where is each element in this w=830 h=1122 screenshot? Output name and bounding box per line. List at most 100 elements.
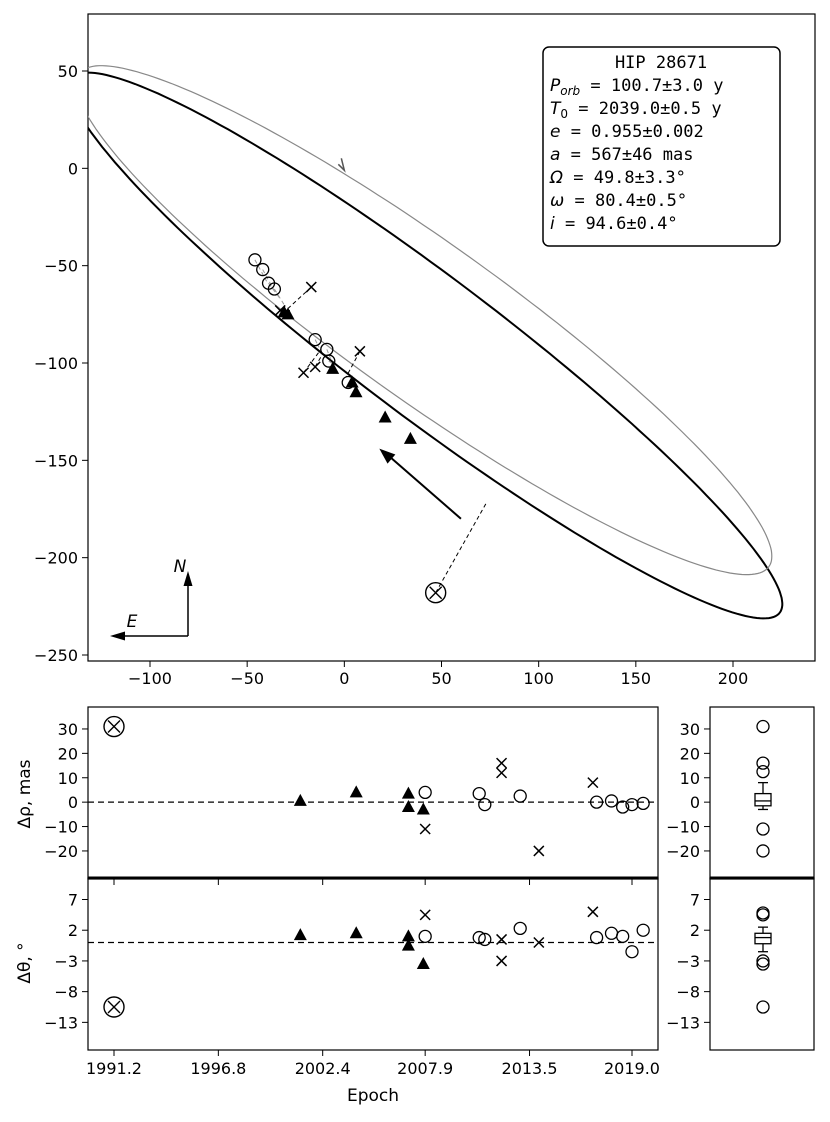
- theta-plot-area: [88, 906, 658, 1018]
- legend-value: = 49.8±3.3°: [563, 168, 686, 188]
- x-tick-label: 2007.9: [397, 1059, 453, 1078]
- legend-value: = 0.955±0.002: [560, 122, 703, 142]
- residual-point-cross: [419, 823, 431, 835]
- orbit-point-circle: [322, 354, 336, 368]
- residual-point-circle: [472, 786, 486, 801]
- orbit-axis-ticks: −100 −50 0 50 100 150 200 50 0 −50 −100 −150 −200 −25…: [34, 62, 748, 688]
- residual-point-triangle: [293, 928, 307, 941]
- x-tick-label: 2019.0: [604, 1059, 660, 1078]
- outlier-point: [756, 844, 770, 858]
- legend-value: = 94.6±0.4°: [555, 214, 678, 234]
- residual-point-triangle: [416, 957, 430, 969]
- theta-box-axis-ticks: 7 2 −3 −8 −13: [666, 891, 710, 1032]
- theta-axes-frame: [87, 877, 659, 1051]
- residual-point-triangle: [401, 786, 415, 799]
- y-tick-label: 2: [68, 921, 78, 940]
- y-tick-label: −20: [666, 842, 700, 861]
- residual-point-circle: [604, 926, 619, 940]
- orbit-point-circle: [267, 282, 282, 296]
- iqr-box: [754, 792, 772, 807]
- y-tick-label: 0: [690, 793, 700, 812]
- x-tick-label: 2013.5: [502, 1059, 558, 1078]
- y-tick-label: 20: [58, 744, 78, 763]
- y-tick-label: −20: [44, 842, 78, 861]
- orbit-point-triangle: [349, 385, 363, 398]
- orbit-point-cross: [297, 367, 310, 379]
- residual-point-cross: [496, 757, 508, 769]
- legend-row: T0 = 2039.0±0.5 y: [550, 99, 722, 121]
- residual-point-cross: [533, 936, 545, 949]
- legend-symbol: Ω: [549, 168, 563, 188]
- residual-point-circled-x-ring: [103, 715, 125, 738]
- y-tick-label: 7: [68, 891, 78, 910]
- residual-connector: [303, 349, 322, 374]
- legend-box: [542, 46, 781, 247]
- residual-point-triangle: [293, 793, 307, 806]
- y-tick-label: −10: [666, 818, 700, 837]
- y-tick-label: 10: [58, 769, 78, 788]
- residual-point-circled-x: [107, 720, 121, 734]
- theta-distribution-panel: 7 2 −3 −8 −13: [666, 877, 815, 1051]
- theta-box-plot-area: [754, 906, 772, 1014]
- rho-box-plot-area: [754, 719, 772, 858]
- rho-residuals-panel: 30 20 10 0 −10 −20 Δρ, mas: [15, 706, 659, 885]
- compass: N E: [110, 557, 193, 641]
- residual-point-circle: [478, 932, 492, 947]
- outlier-point: [756, 756, 770, 770]
- orbit-direction-chevron: [337, 158, 346, 173]
- residual-point-cross: [496, 767, 508, 779]
- legend-value: = 2039.0±0.5 y: [568, 99, 722, 119]
- y-tick-label: 2: [690, 921, 700, 940]
- orbit-ellipse-1: [88, 65, 773, 576]
- rho-distribution-panel: 30 20 10 0 −10 −20: [666, 706, 815, 880]
- motion-arrow-line: [386, 453, 462, 520]
- orbit-point-circled-x-ring: [424, 582, 447, 604]
- residual-point-circle: [589, 795, 604, 809]
- rho-plot-area: [88, 715, 658, 857]
- residual-point-cross: [496, 955, 508, 967]
- iqr-box: [754, 932, 772, 945]
- rho-axes-frame: [87, 706, 659, 880]
- outlier-point: [756, 822, 770, 836]
- legend-row: Ω = 49.8±3.3°: [549, 168, 686, 188]
- x-tick-label: −50: [230, 669, 264, 688]
- legend-symbol: i: [550, 214, 555, 234]
- orbit-point-triangle: [345, 375, 359, 388]
- orbit-point-triangle: [403, 431, 417, 444]
- orbit-point-circle: [308, 332, 322, 347]
- east-arrow-head: [110, 631, 125, 641]
- legend-subscript: 0: [560, 107, 568, 121]
- orbit-point-cross: [309, 361, 321, 373]
- motion-arrow-head: [379, 448, 396, 464]
- x-tick-label: 150: [621, 669, 652, 688]
- legend-subscript: orb: [560, 84, 580, 98]
- outlier-point: [756, 719, 770, 734]
- orbit-point-circle: [248, 253, 262, 267]
- residual-point-circle: [625, 797, 639, 812]
- y-tick-label: −13: [666, 1013, 700, 1032]
- residual-connector: [314, 339, 320, 348]
- residual-point-circle: [513, 789, 527, 803]
- residual-connector: [287, 286, 312, 309]
- outlier-point: [756, 1000, 770, 1014]
- legend-rows: Porb = 100.7±3.0 yT0 = 2039.0±0.5 ye = 0…: [549, 76, 723, 234]
- x-tick-label: 1991.2: [86, 1059, 142, 1078]
- legend-symbol: e: [550, 122, 560, 142]
- theta-residuals-panel: 7 2 −3 −8 −13 1991.2 1996.8 2002.4 2007.9 2013.5 2…: [15, 877, 660, 1106]
- y-tick-label: −3: [54, 952, 78, 971]
- residual-connector: [273, 288, 285, 305]
- residual-point-circle: [625, 945, 639, 959]
- residual-point-triangle: [349, 926, 363, 939]
- residual-point-triangle: [349, 785, 363, 798]
- x-tick-label: 2002.4: [295, 1059, 351, 1078]
- legend-symbol: ω: [550, 191, 564, 211]
- residual-connector: [435, 502, 487, 593]
- x-tick-label: 0: [339, 669, 349, 688]
- orbit-plot-area: [88, 65, 784, 620]
- east-label: E: [127, 612, 138, 632]
- residual-point-cross: [587, 906, 599, 918]
- residual-connector: [328, 360, 335, 366]
- y-tick-label: −250: [34, 646, 78, 665]
- legend-value: = 567±46 mas: [560, 145, 693, 165]
